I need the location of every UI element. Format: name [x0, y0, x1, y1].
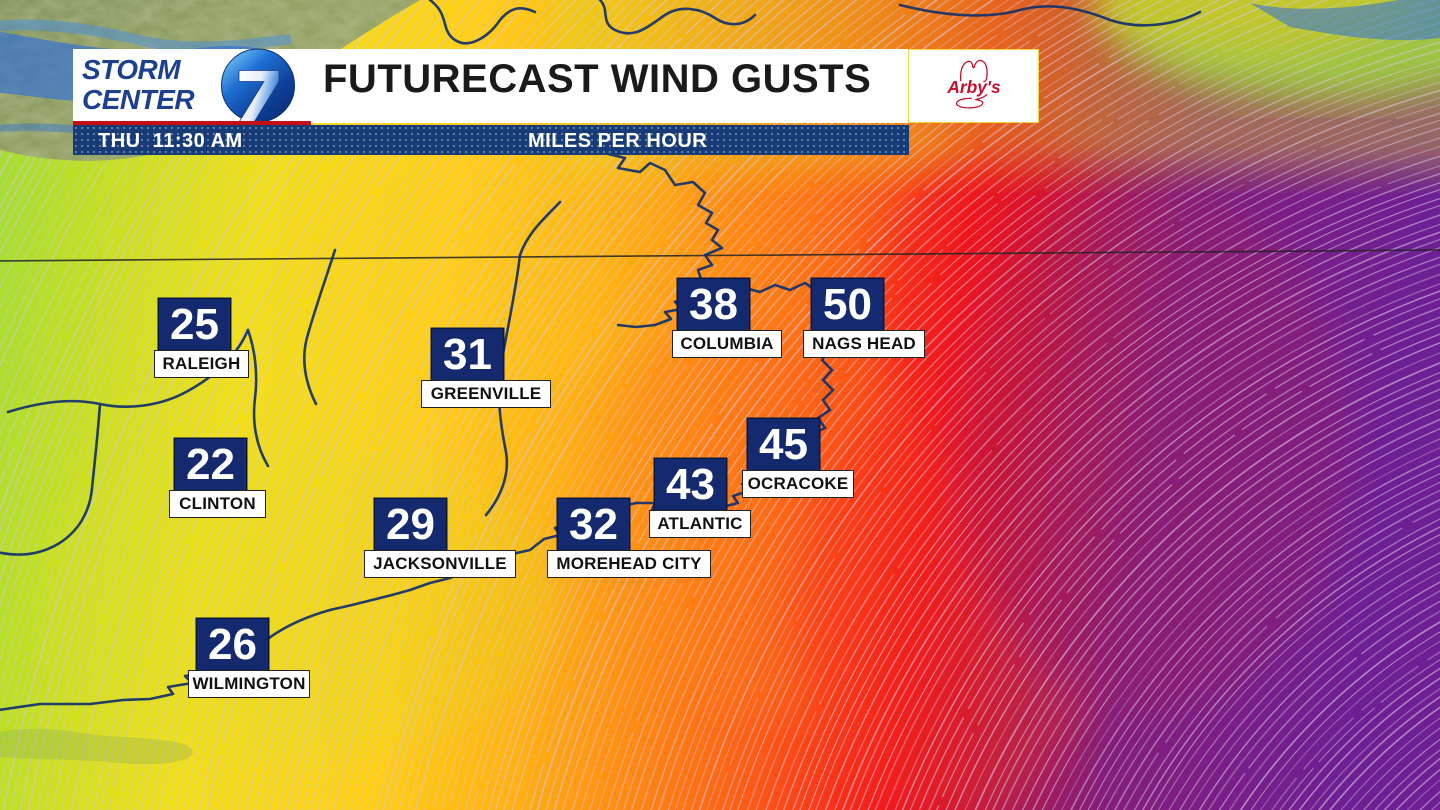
svg-text:CENTER: CENTER	[82, 84, 195, 115]
svg-text:Arby's: Arby's	[946, 77, 1001, 97]
svg-text:STORM: STORM	[82, 54, 181, 85]
